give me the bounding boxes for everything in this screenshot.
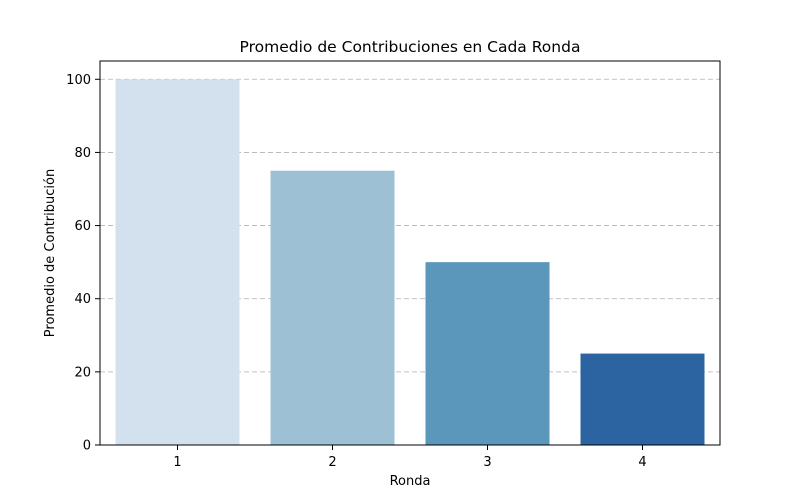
plot-frame — [99, 60, 721, 446]
y-tick-label: 40 — [74, 292, 91, 307]
x-tick-label: 2 — [328, 455, 336, 470]
y-tick-label: 100 — [66, 73, 91, 88]
y-tick-label: 60 — [74, 219, 91, 234]
bar-ronda-4 — [580, 353, 705, 445]
x-axis-label: Ronda — [390, 474, 431, 489]
x-tick-label: 1 — [173, 455, 181, 470]
y-tick-label: 20 — [74, 365, 91, 380]
bar-ronda-1 — [115, 79, 240, 446]
y-axis-ticks: 0 20 40 60 80 100 — [66, 73, 100, 454]
x-tick-label: 4 — [638, 455, 646, 470]
y-tick-label: 0 — [83, 439, 91, 454]
chart-title: Promedio de Contribuciones en Cada Ronda — [240, 38, 581, 56]
y-tick-label: 80 — [74, 146, 91, 161]
bars-layer — [115, 79, 705, 446]
x-tick-label: 3 — [483, 455, 491, 470]
bar-ronda-2 — [270, 170, 395, 445]
y-axis-label: Promedio de Contribución — [43, 169, 58, 337]
bar-ronda-3 — [425, 262, 550, 445]
x-axis-ticks: 1 2 3 4 — [173, 445, 647, 470]
